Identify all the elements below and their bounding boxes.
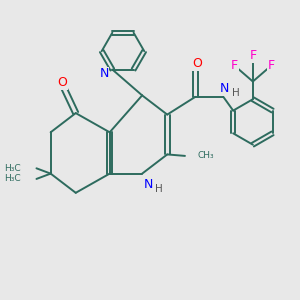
Text: CH₃: CH₃ [197, 152, 214, 160]
Text: F: F [268, 59, 275, 72]
Text: N: N [220, 82, 230, 95]
Text: F: F [231, 59, 238, 72]
Text: H: H [155, 184, 163, 194]
Text: O: O [58, 76, 68, 89]
Text: F: F [249, 49, 256, 62]
Text: H₃C: H₃C [4, 164, 21, 173]
Text: H₃C: H₃C [4, 174, 21, 183]
Text: N: N [144, 178, 153, 191]
Text: N: N [99, 67, 109, 80]
Text: O: O [192, 57, 202, 70]
Text: H: H [232, 88, 240, 98]
